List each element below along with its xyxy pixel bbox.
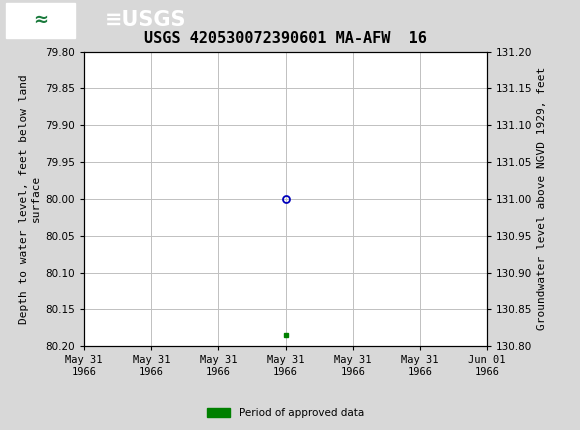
- Y-axis label: Groundwater level above NGVD 1929, feet: Groundwater level above NGVD 1929, feet: [537, 67, 547, 331]
- FancyBboxPatch shape: [6, 3, 75, 37]
- Text: ≡USGS: ≡USGS: [104, 9, 186, 30]
- Y-axis label: Depth to water level, feet below land
surface: Depth to water level, feet below land su…: [20, 74, 41, 324]
- Title: USGS 420530072390601 MA-AFW  16: USGS 420530072390601 MA-AFW 16: [144, 31, 427, 46]
- Text: ≈: ≈: [33, 11, 48, 29]
- Legend: Period of approved data: Period of approved data: [203, 404, 368, 422]
